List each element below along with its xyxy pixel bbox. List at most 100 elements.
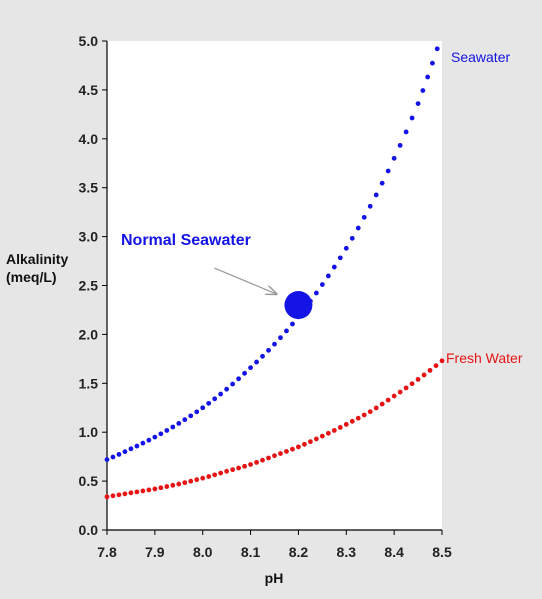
y-tick-label: 0.5 — [79, 473, 99, 489]
data-point — [272, 453, 277, 459]
curve-dot — [403, 129, 409, 135]
normal-seawater-marker — [284, 291, 313, 320]
curve-dot — [218, 470, 224, 476]
y-tick-label: 4.0 — [79, 131, 99, 147]
y-axis-title-line1: Alkalinity — [6, 251, 68, 267]
data-point — [248, 365, 253, 371]
data-point — [343, 245, 349, 251]
data-point — [152, 486, 158, 492]
curve-dot — [331, 264, 337, 270]
y-tick-label: 3.0 — [79, 229, 99, 245]
curve-dot — [134, 443, 140, 449]
curve-dot — [230, 381, 236, 387]
curve-dot — [116, 492, 122, 498]
data-point — [296, 444, 301, 450]
curve-dot — [170, 482, 176, 488]
y-tick-label: 0.0 — [79, 522, 99, 538]
data-point — [367, 203, 373, 209]
curve-dot — [349, 235, 355, 241]
curve-dot — [122, 449, 128, 455]
x-tick-label: 8.3 — [337, 544, 357, 560]
x-axis-title: pH — [265, 570, 284, 586]
curve-dot — [373, 405, 379, 411]
series-label-fresh-water: Fresh Water — [446, 350, 523, 366]
y-tick-label: 2.0 — [79, 326, 99, 342]
curve-dot — [379, 180, 385, 186]
data-point — [439, 358, 445, 364]
y-tick-label: 2.5 — [79, 278, 99, 294]
data-point — [128, 490, 134, 496]
curve-dot — [337, 425, 343, 430]
curve-dot — [278, 451, 283, 456]
curve-dot — [260, 457, 265, 463]
curve-dot — [325, 430, 331, 436]
curve-dot — [409, 115, 415, 121]
y-tick-label: 4.5 — [79, 82, 99, 98]
data-point — [272, 341, 277, 347]
data-point — [367, 409, 373, 415]
x-tick-label: 8.5 — [432, 544, 452, 560]
curve-dot — [313, 436, 319, 442]
curve-dot — [302, 441, 307, 447]
data-point — [248, 462, 253, 467]
curve-dot — [373, 192, 379, 198]
curve-dot — [284, 328, 289, 334]
y-tick-label: 5.0 — [79, 33, 99, 49]
curve-dot — [254, 359, 259, 365]
curve-dot — [379, 401, 385, 407]
curve-dot — [212, 472, 218, 478]
curve-dot — [116, 451, 122, 457]
data-point — [200, 475, 206, 481]
curve-dot — [337, 255, 343, 261]
curve-dot — [313, 290, 319, 296]
curve-dot — [158, 431, 164, 437]
curve-dot — [361, 214, 367, 220]
curve-dot — [403, 385, 409, 391]
curve-dot — [140, 488, 146, 494]
x-tick-label: 8.4 — [384, 544, 404, 560]
curve-dot — [206, 400, 212, 406]
y-tick-label: 1.5 — [79, 375, 99, 391]
data-point — [200, 405, 206, 411]
y-axis-title-line2: (meq/L) — [6, 269, 57, 285]
curve-dot — [236, 465, 242, 471]
curve-dot — [290, 321, 295, 327]
data-point — [152, 434, 158, 440]
curve-dot — [236, 376, 242, 382]
curve-dot — [254, 459, 259, 465]
x-tick-label: 8.2 — [289, 544, 309, 560]
curve-dot — [355, 225, 361, 231]
curve-dot — [146, 487, 152, 493]
curve-dot — [397, 389, 403, 395]
curve-dot — [188, 413, 194, 419]
series-label-seawater: Seawater — [451, 49, 510, 65]
curve-dot — [433, 363, 439, 369]
curve-dot — [290, 446, 295, 452]
curve-dot — [325, 273, 331, 279]
curve-dot — [110, 493, 116, 499]
curve-dot — [397, 142, 403, 148]
curve-dot — [425, 74, 431, 80]
curve-dot — [307, 439, 313, 445]
curve-dot — [182, 417, 188, 423]
curve-dot — [158, 485, 164, 491]
curve-dot — [242, 370, 247, 376]
data-point — [104, 457, 110, 462]
series-fresh-water — [104, 358, 445, 500]
curve-dot — [409, 381, 415, 387]
curve-dot — [230, 467, 236, 473]
curve-dot — [218, 391, 224, 397]
curve-dot — [385, 168, 391, 174]
curve-dot — [194, 477, 200, 483]
curve-dot — [385, 397, 391, 403]
data-point — [415, 376, 421, 382]
curve-dot — [194, 409, 200, 415]
data-point — [104, 494, 110, 500]
curve-dot — [420, 88, 426, 93]
curve-dot — [146, 437, 152, 443]
data-point — [176, 481, 182, 487]
data-point — [319, 282, 325, 287]
x-tick-label: 7.8 — [97, 544, 117, 560]
data-point — [415, 101, 421, 106]
